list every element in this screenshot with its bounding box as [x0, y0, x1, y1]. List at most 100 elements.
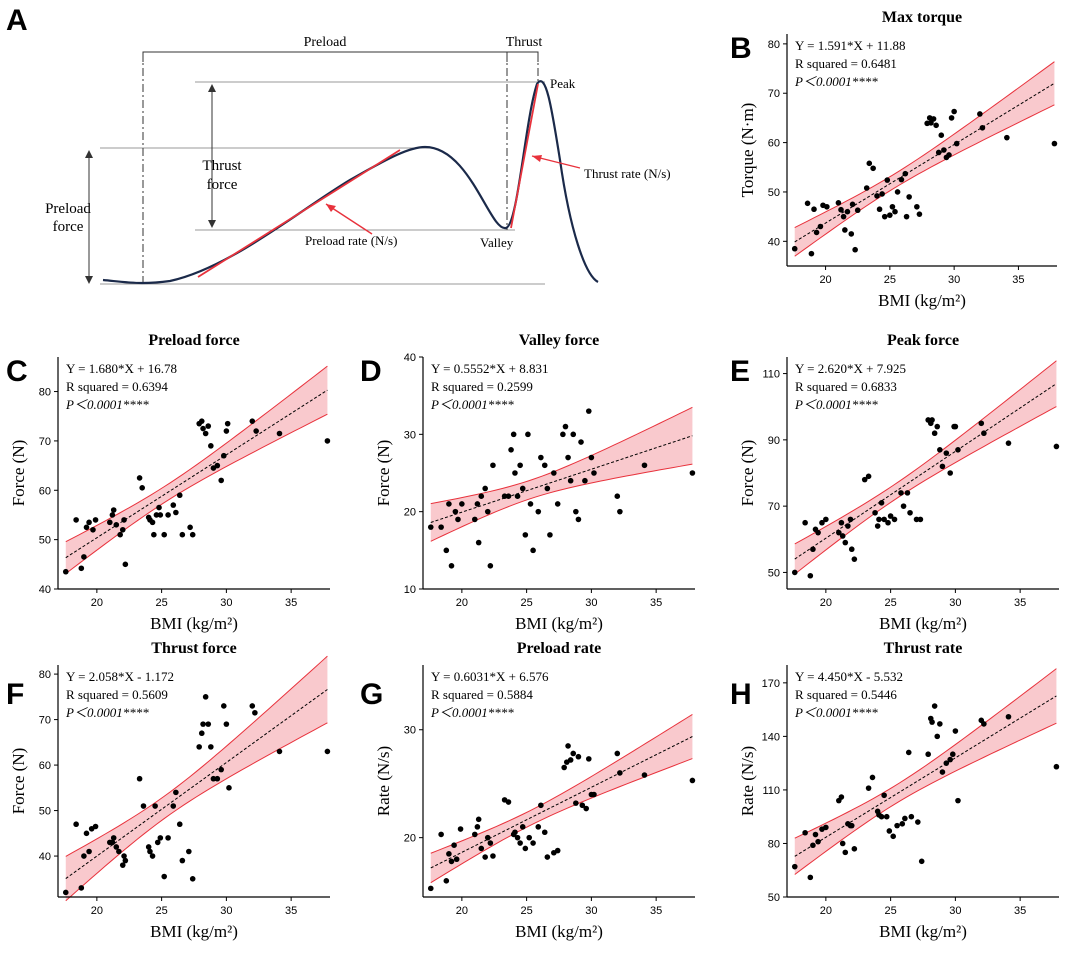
data-point — [861, 476, 868, 483]
y-axis-label: Force (N) — [9, 748, 28, 815]
data-point — [903, 213, 910, 220]
x-tick-label: 30 — [585, 597, 597, 609]
data-point — [554, 847, 561, 854]
data-point — [547, 532, 553, 538]
data-point — [894, 822, 900, 829]
data-point — [427, 885, 434, 892]
data-point — [874, 523, 881, 529]
data-point — [562, 423, 569, 430]
confidence-band — [794, 360, 1057, 575]
data-point — [946, 152, 952, 158]
data-point — [583, 805, 589, 812]
data-point — [110, 835, 117, 841]
data-point — [109, 839, 116, 846]
data-point — [451, 842, 457, 849]
r-squared-text: R squared = 0.6394 — [66, 379, 168, 394]
data-point — [887, 212, 893, 218]
data-point — [475, 816, 482, 823]
data-point — [107, 519, 113, 526]
y-tick-label: 50 — [39, 535, 51, 547]
data-point — [819, 519, 825, 526]
data-point — [210, 775, 217, 782]
data-point — [848, 231, 855, 237]
data-point — [689, 777, 696, 784]
data-point — [525, 431, 531, 438]
y-tick-label: 50 — [768, 567, 780, 579]
panel-title: Preload force — [148, 332, 239, 349]
data-point — [1004, 134, 1010, 141]
data-point — [844, 208, 851, 215]
data-point — [815, 838, 821, 845]
data-point — [482, 854, 488, 860]
data-point — [136, 475, 143, 481]
data-point — [824, 203, 830, 210]
data-point — [978, 420, 985, 427]
data-point — [591, 791, 597, 798]
data-point — [947, 756, 953, 763]
x-tick-label: 35 — [285, 905, 297, 917]
x-tick-label: 25 — [520, 905, 532, 917]
data-point — [573, 800, 579, 806]
panel-label-e: E — [730, 355, 750, 388]
data-point — [170, 803, 177, 809]
data-point — [438, 524, 444, 530]
ci-upper-line — [794, 360, 1057, 545]
data-point — [579, 802, 586, 809]
data-point — [935, 149, 942, 156]
ci-upper-line — [65, 365, 328, 543]
thrust-bracket — [506, 51, 539, 62]
panel-label-h: H — [730, 678, 752, 711]
data-point — [588, 454, 595, 461]
data-point — [842, 849, 849, 856]
data-point — [119, 862, 126, 868]
data-point — [208, 443, 214, 449]
data-point — [614, 493, 621, 500]
data-point — [876, 206, 883, 213]
data-point — [565, 743, 571, 749]
panel-title: Peak force — [887, 332, 959, 349]
data-point — [934, 423, 941, 430]
data-point — [116, 848, 122, 855]
data-point — [517, 462, 523, 469]
data-point — [145, 844, 152, 850]
y-tick-label: 60 — [39, 760, 51, 772]
data-point — [136, 775, 143, 782]
data-point — [918, 858, 925, 865]
data-point — [977, 111, 983, 117]
data-point — [81, 554, 87, 560]
y-tick-label: 80 — [768, 39, 780, 51]
data-point — [817, 223, 824, 230]
data-point — [905, 749, 912, 756]
data-point — [490, 853, 496, 859]
data-point — [176, 492, 183, 499]
data-point — [249, 418, 256, 424]
data-point — [863, 185, 870, 191]
data-point — [585, 408, 592, 414]
data-point — [570, 431, 577, 438]
data-point — [928, 120, 934, 126]
data-point — [866, 160, 873, 167]
data-point — [512, 470, 518, 476]
data-point — [119, 526, 126, 533]
data-point — [813, 229, 820, 236]
data-point — [848, 546, 855, 553]
x-tick-label: 20 — [819, 274, 831, 286]
y-axis-label: Rate (N/s) — [738, 746, 757, 816]
p-value-text: P＜0.0001**** — [794, 397, 878, 412]
data-point — [522, 845, 529, 852]
data-point — [443, 547, 450, 554]
data-point — [937, 447, 943, 453]
y-axis-label: Force (N) — [374, 440, 393, 507]
preload-label: Preload — [304, 35, 347, 50]
data-point — [804, 200, 811, 207]
r-squared-text: R squared = 0.6481 — [795, 56, 897, 71]
x-tick-label: 35 — [1012, 274, 1024, 286]
data-point — [173, 789, 179, 796]
y-tick-label: 70 — [39, 436, 51, 448]
data-point — [591, 470, 597, 476]
panel-label-c: C — [6, 355, 28, 388]
data-point — [948, 115, 955, 121]
equation-text: Y = 0.5552*X + 8.831 — [431, 361, 548, 376]
data-point — [929, 719, 935, 725]
